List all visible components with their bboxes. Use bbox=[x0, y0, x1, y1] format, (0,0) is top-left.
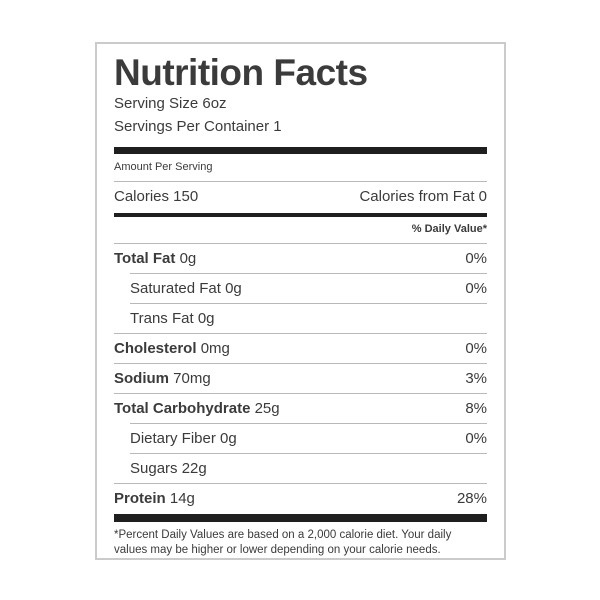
nutrient-label: Total Carbohydrate bbox=[114, 400, 251, 417]
nutrient-name: Trans Fat 0g bbox=[130, 310, 215, 327]
calories-row: Calories 150 Calories from Fat 0 bbox=[114, 182, 487, 213]
separator-bar-bottom bbox=[114, 514, 487, 522]
nutrient-label: Dietary Fiber bbox=[130, 430, 216, 447]
nutrient-amount: 0mg bbox=[200, 340, 230, 357]
nutrient-amount: 0g bbox=[179, 250, 197, 267]
nutrient-row: Dietary Fiber 0g 0% bbox=[130, 423, 487, 453]
calories-from-fat-value: Calories from Fat 0 bbox=[359, 188, 487, 205]
nutrient-row: Trans Fat 0g bbox=[130, 303, 487, 333]
nutrient-daily-value: 28% bbox=[456, 490, 487, 507]
footnote: *Percent Daily Values are based on a 2,0… bbox=[114, 529, 452, 556]
nutrient-label: Cholesterol bbox=[114, 340, 197, 357]
nutrient-amount: 25g bbox=[254, 400, 280, 417]
nutrient-name: Total Carbohydrate 25g bbox=[114, 400, 280, 417]
nutrient-amount: 0g bbox=[220, 430, 237, 447]
nutrient-daily-value: 0% bbox=[465, 250, 487, 267]
nutrient-name: Total Fat 0g bbox=[114, 250, 196, 267]
nutrient-name: Protein 14g bbox=[114, 490, 195, 507]
nutrient-row: Cholesterol 0mg 0% bbox=[114, 333, 487, 363]
nutrient-row: Sugars 22g bbox=[130, 453, 487, 483]
servings-per-container: Servings Per Container 1 bbox=[114, 118, 282, 135]
nutrient-label: Trans Fat bbox=[130, 310, 194, 327]
nutrient-name: Dietary Fiber 0g bbox=[130, 430, 237, 447]
nutrient-name: Saturated Fat 0g bbox=[130, 280, 242, 297]
divider bbox=[114, 181, 487, 182]
nutrient-daily-value: 0% bbox=[465, 280, 487, 297]
nutrient-daily-value: 0% bbox=[465, 340, 487, 357]
nutrient-amount: 14g bbox=[169, 490, 195, 507]
nutrient-row: Total Carbohydrate 25g 8% bbox=[114, 393, 487, 423]
nutrient-daily-value: 8% bbox=[465, 400, 487, 417]
nutrient-label: Protein bbox=[114, 490, 166, 507]
amount-per-serving-label: Amount Per Serving bbox=[114, 161, 213, 173]
nutrient-name: Sugars 22g bbox=[130, 460, 207, 477]
nutrient-label: Sugars bbox=[130, 460, 178, 477]
nutrient-name: Cholesterol 0mg bbox=[114, 340, 230, 357]
nutrient-row: Saturated Fat 0g 0% bbox=[130, 273, 487, 303]
label-title: Nutrition Facts bbox=[114, 52, 368, 93]
nutrient-amount: 0g bbox=[197, 310, 215, 327]
daily-value-header: % Daily Value* bbox=[411, 223, 487, 235]
nutrient-daily-value: 3% bbox=[465, 370, 487, 387]
separator-bar-top bbox=[114, 147, 487, 154]
nutrient-rows: Total Fat 0g 0% Saturated Fat 0g 0% Tran… bbox=[114, 243, 487, 513]
nutrient-label: Saturated Fat bbox=[130, 280, 221, 297]
nutrient-row: Protein 14g 28% bbox=[114, 483, 487, 513]
nutrient-amount: 0g bbox=[225, 280, 242, 297]
separator-bar-calories bbox=[114, 213, 487, 217]
nutrition-facts-label: Nutrition Facts Serving Size 6oz Serving… bbox=[95, 42, 506, 560]
serving-size: Serving Size 6oz bbox=[114, 95, 227, 112]
nutrient-amount: 22g bbox=[181, 460, 207, 477]
nutrient-amount: 70mg bbox=[173, 370, 211, 387]
nutrient-name: Sodium 70mg bbox=[114, 370, 211, 387]
calories-value: Calories 150 bbox=[114, 188, 199, 205]
nutrient-row: Total Fat 0g 0% bbox=[114, 243, 487, 273]
nutrient-label: Sodium bbox=[114, 370, 169, 387]
nutrient-daily-value: 0% bbox=[465, 430, 487, 447]
nutrient-row: Sodium 70mg 3% bbox=[114, 363, 487, 393]
nutrient-label: Total Fat bbox=[114, 250, 176, 267]
